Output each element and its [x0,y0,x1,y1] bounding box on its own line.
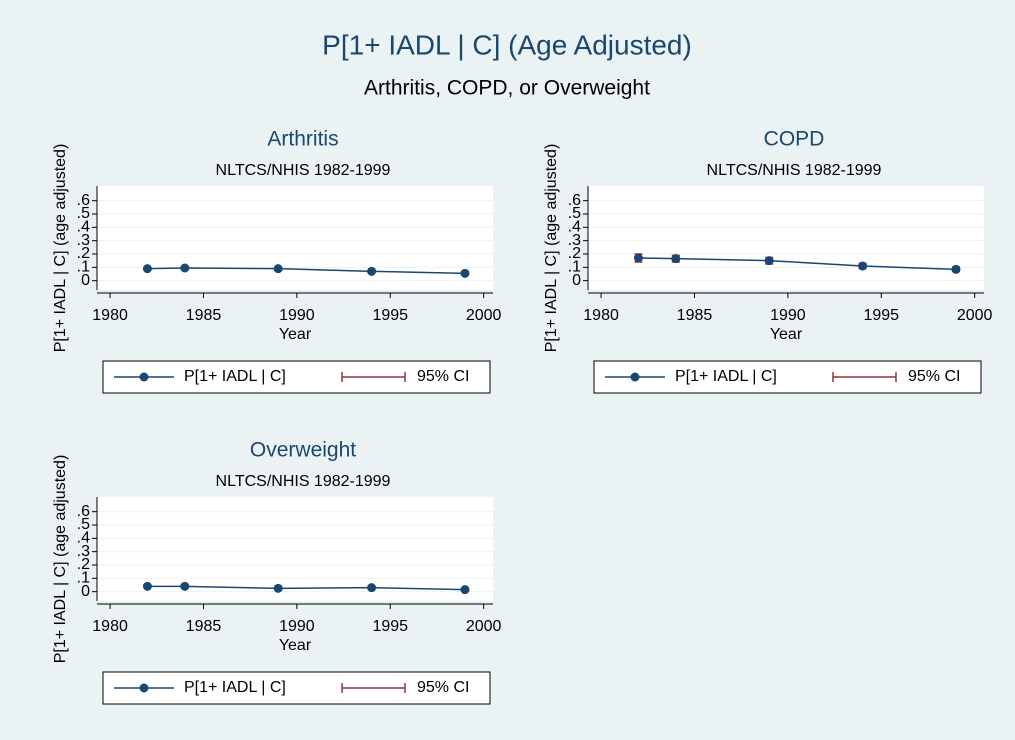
legend-marker [630,372,640,382]
x-tick-label: 2000 [957,307,993,324]
y-tick-label: .2 [568,245,581,262]
x-tick-label: 1985 [677,307,713,324]
y-tick-label: .6 [568,192,581,209]
y-tick-label: .4 [568,219,581,236]
panel-subtitle: NLTCS/NHIS 1982-1999 [707,162,882,179]
point [142,264,152,274]
x-tick-label: 1980 [92,307,128,324]
x-tick-label: 2000 [466,307,502,324]
legend-label: P[1+ IADL | C] [184,679,286,696]
x-tick-label: 2000 [466,618,502,635]
y-tick-label: .6 [77,192,90,209]
y-tick-label: 0 [572,272,581,289]
y-tick-label: .5 [77,205,90,222]
legend-label: 95% CI [417,679,469,696]
legend-ci [832,372,897,382]
y-tick-label: 0 [81,272,90,289]
y-tick-label: .6 [77,503,90,520]
y-tick-label: .2 [77,245,90,262]
x-tick-label: 1990 [279,618,315,635]
x-tick-label: 1995 [863,307,899,324]
plot-area [97,497,493,601]
point [460,585,470,595]
point [273,583,283,593]
panel-subtitle: NLTCS/NHIS 1982-1999 [216,162,391,179]
y-axis-label: P[1+ IADL | C] (age adjusted) [52,455,69,664]
y-tick-label: .5 [77,516,90,533]
y-tick-label: .3 [77,232,90,249]
point [671,254,681,264]
y-tick-label: .5 [568,205,581,222]
point [858,261,868,271]
panel-title: Overweight [250,439,356,462]
y-tick-label: .3 [77,543,90,560]
x-tick-label: 1995 [372,307,408,324]
y-tick-label: .2 [77,556,90,573]
point [180,263,190,273]
panel-subtitle: NLTCS/NHIS 1982-1999 [216,473,391,490]
x-tick-label: 1980 [92,618,128,635]
y-tick-label: .4 [77,530,90,547]
point [367,583,377,593]
point [273,264,283,274]
x-tick-label: 1985 [186,307,222,324]
y-tick-label: .1 [77,259,90,276]
plot-area [588,186,984,290]
x-tick-label: 1990 [279,307,315,324]
legend-label: 95% CI [417,368,469,385]
chart-subtitle: Arthritis, COPD, or Overweight [364,77,650,100]
x-tick-label: 1995 [372,618,408,635]
chart-title: P[1+ IADL | C] (Age Adjusted) [322,29,692,60]
plot-area [97,186,493,290]
y-axis-label: P[1+ IADL | C] (age adjusted) [543,144,560,353]
y-axis-label: P[1+ IADL | C] (age adjusted) [52,144,69,353]
point [142,581,152,591]
panel-title: COPD [764,128,825,151]
legend-label: 95% CI [908,368,960,385]
legend [102,671,491,705]
legend-marker [139,372,149,382]
x-axis-label: Year [279,326,312,343]
point [951,264,961,274]
y-tick-label: 0 [81,583,90,600]
x-tick-label: 1990 [770,307,806,324]
point [764,256,774,266]
panel-title: Arthritis [267,128,338,151]
y-tick-label: .4 [77,219,90,236]
legend-ci [341,372,406,382]
point [180,581,190,591]
y-tick-label: .3 [568,232,581,249]
point [367,266,377,276]
legend-ci [341,683,406,693]
point [633,253,643,263]
x-axis-label: Year [770,326,803,343]
x-axis-label: Year [279,637,312,654]
legend-label: P[1+ IADL | C] [184,368,286,385]
legend-marker [139,683,149,693]
point [460,268,470,278]
x-tick-label: 1985 [186,618,222,635]
x-tick-label: 1980 [583,307,619,324]
y-tick-label: .1 [77,570,90,587]
y-tick-label: .1 [568,259,581,276]
legend-label: P[1+ IADL | C] [675,368,777,385]
